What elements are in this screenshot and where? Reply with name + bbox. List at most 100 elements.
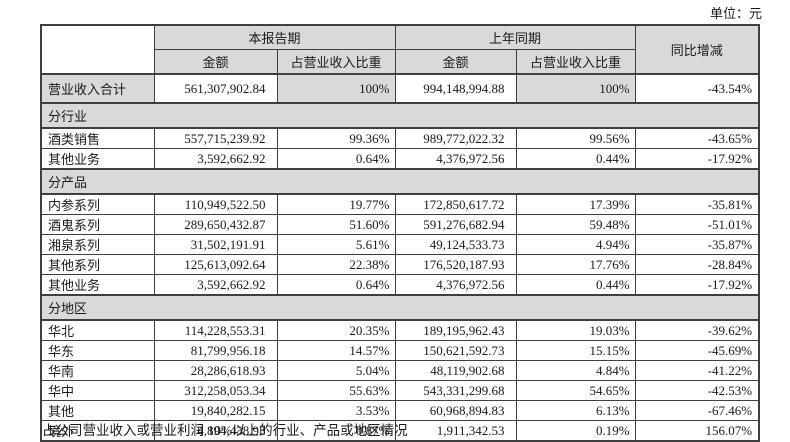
prior-amount-cell: 1,911,342.53 [394, 420, 517, 442]
yoy-cell: -43.54% [634, 73, 760, 104]
row-label-cell: 华北 [40, 319, 155, 341]
yoy-cell: -39.62% [634, 319, 760, 341]
table-row: 湘泉系列 31,502,191.91 5.61% 49,124,533.73 4… [40, 234, 760, 255]
current-amount-cell: 289,650,432.87 [153, 214, 278, 235]
footer-note: 占公司营业收入或营业利润 10%以上的行业、产品或地区情况 [42, 423, 408, 438]
current-amount-cell: 557,715,239.92 [153, 127, 278, 149]
current-amount-cell: 31,502,191.91 [153, 234, 278, 255]
current-pct-cell: 99.36% [276, 127, 396, 149]
current-amount-cell: 110,949,522.50 [153, 193, 278, 215]
header-prior-pct: 占营业收入比重 [515, 49, 636, 75]
current-amount-cell: 81,799,956.18 [153, 340, 278, 361]
table-row: 酒类销售 557,715,239.92 99.36% 989,772,022.3… [40, 127, 760, 149]
yoy-cell: 156.07% [634, 420, 760, 442]
prior-amount-cell: 48,119,902.68 [394, 360, 517, 381]
prior-amount-cell: 172,850,617.72 [394, 193, 517, 215]
row-label-cell: 酒类销售 [40, 127, 155, 149]
yoy-cell: -28.84% [634, 254, 760, 275]
row-label-cell: 其他系列 [40, 254, 155, 275]
row-label-cell: 营业收入合计 [40, 73, 155, 104]
yoy-cell: -51.01% [634, 214, 760, 235]
prior-pct-cell: 54.65% [515, 380, 636, 401]
row-label-cell: 酒鬼系列 [40, 214, 155, 235]
prior-pct-cell: 4.84% [515, 360, 636, 381]
section-header-cell: 分地区 [40, 294, 760, 321]
current-amount-cell: 28,286,618.93 [153, 360, 278, 381]
table-row: 华中 312,258,053.34 55.63% 543,331,299.68 … [40, 380, 760, 401]
current-pct-cell: 3.53% [276, 400, 396, 421]
current-pct-cell: 0.64% [276, 148, 396, 170]
current-pct-cell: 19.77% [276, 193, 396, 215]
row-label-cell: 华中 [40, 380, 155, 401]
header-prior-period: 上年同期 [394, 24, 636, 50]
yoy-cell: -17.92% [634, 274, 760, 296]
prior-amount-cell: 543,331,299.68 [394, 380, 517, 401]
current-amount-cell: 125,613,092.64 [153, 254, 278, 275]
prior-pct-cell: 59.48% [515, 214, 636, 235]
prior-amount-cell: 4,376,972.56 [394, 148, 517, 170]
prior-amount-cell: 60,968,894.83 [394, 400, 517, 421]
current-amount-cell: 114,228,553.31 [153, 319, 278, 341]
current-amount-cell: 3,592,662.92 [153, 274, 278, 296]
current-amount-cell: 561,307,902.84 [153, 73, 278, 104]
yoy-cell: -17.92% [634, 148, 760, 170]
current-pct-cell: 20.35% [276, 319, 396, 341]
table-row: 其他业务 3,592,662.92 0.64% 4,376,972.56 0.4… [40, 274, 760, 296]
current-pct-cell: 22.38% [276, 254, 396, 275]
current-pct-cell: 51.60% [276, 214, 396, 235]
table-header: 本报告期 上年同期 同比增减 金额 占营业收入比重 金额 占营业收入比重 [40, 24, 760, 75]
section-header-row: 分产品 [40, 168, 760, 195]
prior-pct-cell: 17.39% [515, 193, 636, 215]
prior-pct-cell: 17.76% [515, 254, 636, 275]
header-prior-amount: 金额 [394, 49, 517, 75]
table-row: 其他业务 3,592,662.92 0.64% 4,376,972.56 0.4… [40, 148, 760, 170]
section-header-row: 分行业 [40, 102, 760, 129]
prior-pct-cell: 15.15% [515, 340, 636, 361]
header-corner-cell [40, 24, 155, 75]
yoy-cell: -42.53% [634, 380, 760, 401]
revenue-breakdown-table: 本报告期 上年同期 同比增减 金额 占营业收入比重 金额 占营业收入比重 营业收… [40, 24, 761, 442]
header-current-amount: 金额 [153, 49, 278, 75]
prior-amount-cell: 189,195,962.43 [394, 319, 517, 341]
row-label-cell: 华东 [40, 340, 155, 361]
prior-pct-cell: 19.03% [515, 319, 636, 341]
prior-pct-cell: 0.44% [515, 274, 636, 296]
table-row: 其他系列 125,613,092.64 22.38% 176,520,187.9… [40, 254, 760, 275]
current-pct-cell: 14.57% [276, 340, 396, 361]
row-label-cell: 华南 [40, 360, 155, 381]
prior-amount-cell: 176,520,187.93 [394, 254, 517, 275]
table-row: 华北 114,228,553.31 20.35% 189,195,962.43 … [40, 319, 760, 341]
table-row: 其他 19,840,282.15 3.53% 60,968,894.83 6.1… [40, 400, 760, 421]
yoy-cell: -45.69% [634, 340, 760, 361]
header-current-period: 本报告期 [153, 24, 396, 50]
yoy-cell: -67.46% [634, 400, 760, 421]
yoy-cell: -43.65% [634, 127, 760, 149]
current-pct-cell: 5.61% [276, 234, 396, 255]
row-label-cell: 湘泉系列 [40, 234, 155, 255]
row-label-cell: 其他业务 [40, 274, 155, 296]
table-row: 境外 4,894,438.93 0.87% 1,911,342.53 0.19%… [40, 420, 760, 442]
prior-pct-cell: 99.56% [515, 127, 636, 149]
table-row: 华南 28,286,618.93 5.04% 48,119,902.68 4.8… [40, 360, 760, 381]
yoy-cell: -35.87% [634, 234, 760, 255]
prior-pct-cell: 100% [515, 73, 636, 104]
current-pct-cell: 5.04% [276, 360, 396, 381]
prior-pct-cell: 0.19% [515, 420, 636, 442]
yoy-cell: -41.22% [634, 360, 760, 381]
unit-label: 单位：元 [709, 6, 762, 21]
row-label-cell: 其他业务 [40, 148, 155, 170]
header-yoy-change: 同比增减 [634, 24, 760, 75]
current-pct-cell: 55.63% [276, 380, 396, 401]
row-label-cell: 内参系列 [40, 193, 155, 215]
prior-amount-cell: 4,376,972.56 [394, 274, 517, 296]
table-body: 营业收入合计 561,307,902.84 100% 994,148,994.8… [40, 73, 760, 442]
current-amount-cell: 3,592,662.92 [153, 148, 278, 170]
current-amount-cell: 312,258,053.34 [153, 380, 278, 401]
current-pct-cell: 0.64% [276, 274, 396, 296]
table-row: 酒鬼系列 289,650,432.87 51.60% 591,276,682.9… [40, 214, 760, 235]
section-header-cell: 分行业 [40, 102, 760, 129]
table-row: 内参系列 110,949,522.50 19.77% 172,850,617.7… [40, 193, 760, 215]
prior-amount-cell: 994,148,994.88 [394, 73, 517, 104]
prior-pct-cell: 0.44% [515, 148, 636, 170]
prior-amount-cell: 591,276,682.94 [394, 214, 517, 235]
